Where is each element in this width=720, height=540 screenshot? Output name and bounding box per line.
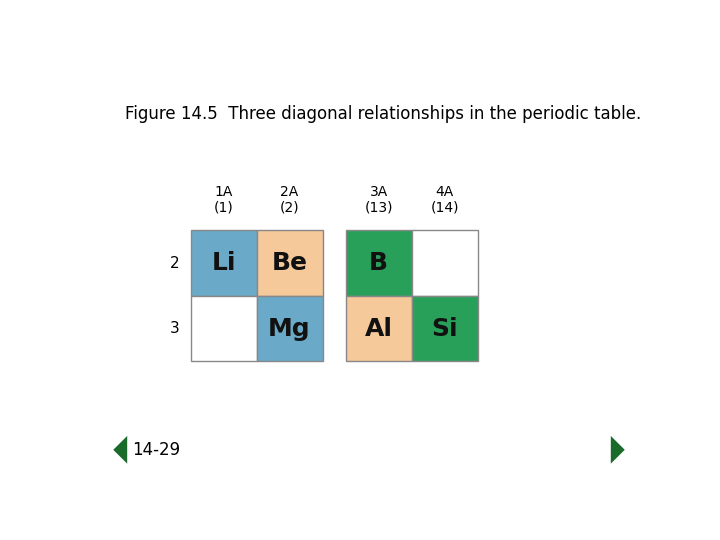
Bar	[256, 231, 323, 296]
Polygon shape	[611, 436, 625, 464]
Polygon shape	[113, 436, 127, 464]
Bar	[412, 231, 477, 296]
Text: 2A
(2): 2A (2)	[280, 185, 300, 215]
Bar	[346, 296, 412, 361]
Text: 3A
(13): 3A (13)	[364, 185, 393, 215]
Text: Figure 14.5  Three diagonal relationships in the periodic table.: Figure 14.5 Three diagonal relationships…	[125, 105, 641, 123]
Text: 2: 2	[169, 255, 179, 271]
Text: Li: Li	[212, 251, 236, 275]
Text: 4A
(14): 4A (14)	[431, 185, 459, 215]
Bar	[191, 296, 256, 361]
Bar	[256, 296, 323, 361]
Text: B: B	[369, 251, 388, 275]
Text: Si: Si	[431, 316, 458, 341]
Text: Be: Be	[271, 251, 307, 275]
Text: 1A
(1): 1A (1)	[214, 185, 233, 215]
Bar	[412, 296, 477, 361]
Bar	[191, 231, 256, 296]
Text: 3: 3	[169, 321, 179, 336]
Text: Mg: Mg	[269, 316, 311, 341]
Text: Al: Al	[365, 316, 392, 341]
Text: 14-29: 14-29	[132, 441, 180, 459]
Bar	[346, 231, 412, 296]
